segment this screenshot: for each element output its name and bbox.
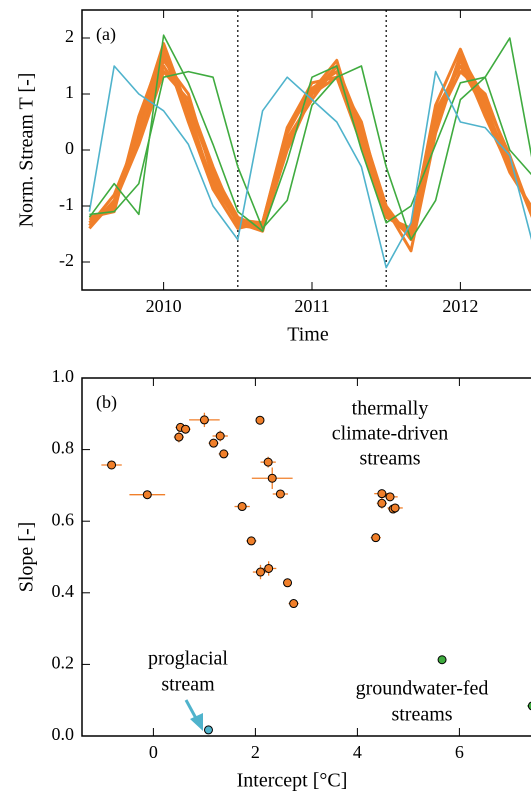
series-line — [88, 42, 531, 253]
y-tick-label: 0 — [65, 138, 74, 158]
point — [246, 536, 256, 546]
point — [267, 473, 277, 483]
series-line — [89, 37, 531, 241]
point — [209, 438, 219, 448]
x-axis-label: Time — [287, 324, 329, 346]
x-tick-label: 4 — [353, 742, 362, 762]
y-tick-label: 0.4 — [52, 581, 75, 601]
y-tick-label: 0.0 — [52, 724, 75, 744]
panel-label: (b) — [96, 392, 117, 413]
x-axis-label: Intercept [°C] — [237, 770, 348, 792]
point — [255, 415, 265, 425]
y-tick-label: -2 — [59, 250, 74, 270]
annotation: groundwater-fed — [356, 678, 489, 700]
point — [264, 563, 274, 573]
point — [377, 498, 387, 508]
point — [385, 492, 395, 502]
x-tick-label: 2 — [251, 742, 260, 762]
point — [142, 490, 152, 500]
frame — [81, 377, 531, 737]
plot-area — [101, 412, 531, 735]
y-axis-label: Slope [-] — [16, 522, 38, 593]
series-line — [89, 47, 531, 230]
annotation: stream — [161, 674, 215, 696]
annotation: climate-driven — [332, 423, 449, 445]
x-tick-label: 6 — [455, 742, 464, 762]
x-tick-label: 2012 — [442, 296, 478, 316]
point — [181, 424, 191, 434]
panel: -2 -1 0 1 2 2010 2011 2012 (a) Time Norm. Stream T… — [16, 9, 531, 346]
arrow-head — [190, 713, 203, 731]
point — [174, 432, 184, 442]
point — [215, 431, 225, 441]
series-line — [88, 47, 531, 233]
point — [107, 460, 117, 470]
panel: thermally climate-driven streams proglacial… — [16, 366, 531, 792]
series-line — [88, 65, 531, 269]
annotation: streams — [391, 704, 452, 726]
point — [377, 489, 387, 499]
x-tick-label: 2010 — [146, 296, 182, 316]
point — [263, 457, 273, 467]
point — [203, 725, 213, 735]
annotation: thermally — [352, 398, 429, 420]
point — [527, 701, 531, 711]
y-tick-label: 1.0 — [52, 366, 75, 386]
point — [237, 502, 247, 512]
annotation: streams — [359, 448, 420, 470]
point — [437, 655, 447, 665]
plot-area — [88, 10, 531, 290]
point — [283, 578, 293, 588]
point — [371, 533, 381, 543]
x-tick-label: 0 — [149, 742, 158, 762]
y-axis-label: Norm. Stream T [-] — [16, 73, 38, 228]
y-tick-label: 0.2 — [52, 653, 75, 673]
x-tick-label: 2011 — [294, 296, 329, 316]
annotation: proglacial — [148, 648, 228, 670]
point — [275, 489, 285, 499]
panel-label: (a) — [96, 24, 116, 45]
frame — [81, 9, 531, 291]
point — [199, 415, 209, 425]
point — [289, 599, 299, 609]
series-line — [88, 34, 531, 232]
y-tick-label: -1 — [59, 194, 74, 214]
y-tick-label: 0.6 — [52, 509, 75, 529]
point — [219, 449, 229, 459]
point — [256, 567, 265, 577]
point — [390, 503, 400, 513]
y-tick-label: 1 — [65, 82, 74, 102]
y-tick-label: 0.8 — [52, 438, 75, 458]
y-tick-label: 2 — [65, 26, 74, 46]
